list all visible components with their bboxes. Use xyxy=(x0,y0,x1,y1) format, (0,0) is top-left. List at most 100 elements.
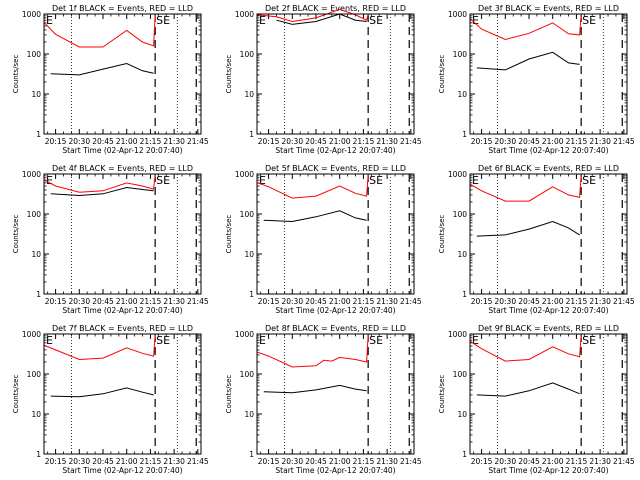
end-marker-label: E xyxy=(472,174,479,187)
lld-rate-line xyxy=(44,333,156,361)
x-tick-label: 21:00 xyxy=(542,137,564,146)
x-tick-label: 20:15 xyxy=(258,297,280,306)
plot-frame xyxy=(469,173,628,295)
x-tick-label: 21:30 xyxy=(163,457,185,466)
x-tick-label: 21:30 xyxy=(376,297,398,306)
detector-panel-2: Det 2f BLACK = Events, RED = LLD 1 10 100 10… xyxy=(225,4,422,155)
lld-rate-line xyxy=(44,173,156,193)
x-axis-label: Start Time (02-Apr-12 20:07:40) xyxy=(62,306,182,315)
y-tick-label: 10 xyxy=(457,410,467,419)
y-tick-label: 1000 xyxy=(235,330,254,339)
y-axis-label: Counts/sec xyxy=(438,215,446,254)
x-tick-label: 20:45 xyxy=(518,457,540,466)
y-tick-label: 1000 xyxy=(22,330,41,339)
y-tick-label: 10 xyxy=(31,250,41,259)
x-tick-label: 20:45 xyxy=(305,297,327,306)
start-marker-label: S xyxy=(156,174,163,187)
plot-frame xyxy=(43,13,202,135)
start-marker-label: S xyxy=(582,174,589,187)
x-tick-label: 20:30 xyxy=(281,297,303,306)
x-tick-label: 21:15 xyxy=(140,137,162,146)
x-axis-label: Start Time (02-Apr-12 20:07:40) xyxy=(62,466,182,475)
y-tick-label: 1 xyxy=(36,130,41,139)
y-tick-label: 100 xyxy=(240,50,255,59)
x-axis-label: Start Time (02-Apr-12 20:07:40) xyxy=(275,306,395,315)
x-tick-label: 21:15 xyxy=(566,457,588,466)
y-tick-label: 100 xyxy=(27,370,42,379)
plot-frame xyxy=(256,13,415,135)
y-tick-label: 1 xyxy=(249,290,254,299)
end-marker-label: E xyxy=(376,174,383,187)
x-tick-label: 21:30 xyxy=(589,457,611,466)
x-tick-label: 20:30 xyxy=(68,457,90,466)
end-marker-label: E xyxy=(472,14,479,27)
panel-title: Det 4f BLACK = Events, RED = LLD xyxy=(52,164,193,173)
end-marker-label: E xyxy=(46,334,53,347)
x-tick-label: 20:30 xyxy=(494,137,516,146)
y-tick-label: 10 xyxy=(457,250,467,259)
x-tick-label: 21:45 xyxy=(613,137,635,146)
y-tick-label: 10 xyxy=(244,90,254,99)
x-tick-label: 21:30 xyxy=(163,297,185,306)
start-marker-label: S xyxy=(369,174,376,187)
x-tick-label: 21:00 xyxy=(329,457,351,466)
panel-title: Det 7f BLACK = Events, RED = LLD xyxy=(52,324,193,333)
x-tick-label: 20:15 xyxy=(45,137,67,146)
plot-frame xyxy=(469,333,628,455)
y-tick-label: 100 xyxy=(27,210,42,219)
y-axis-label: Counts/sec xyxy=(225,55,233,94)
x-tick-label: 21:00 xyxy=(542,457,564,466)
lld-rate-line xyxy=(257,173,369,199)
x-tick-label: 21:45 xyxy=(187,297,209,306)
start-marker-label: S xyxy=(582,334,589,347)
x-tick-label: 21:15 xyxy=(353,297,375,306)
x-tick-label: 21:30 xyxy=(163,137,185,146)
y-tick-label: 1000 xyxy=(22,170,41,179)
y-tick-label: 1 xyxy=(36,290,41,299)
y-tick-label: 1000 xyxy=(448,330,467,339)
x-tick-label: 21:45 xyxy=(613,297,635,306)
panel-title: Det 2f BLACK = Events, RED = LLD xyxy=(265,4,406,13)
x-tick-label: 21:00 xyxy=(329,137,351,146)
y-tick-label: 10 xyxy=(457,90,467,99)
y-tick-label: 100 xyxy=(453,50,468,59)
event-rate-line xyxy=(50,387,154,398)
x-axis-label: Start Time (02-Apr-12 20:07:40) xyxy=(488,466,608,475)
x-tick-label: 21:30 xyxy=(376,137,398,146)
x-tick-label: 20:30 xyxy=(281,457,303,466)
x-tick-label: 20:45 xyxy=(92,137,114,146)
panel-title: Det 6f BLACK = Events, RED = LLD xyxy=(478,164,619,173)
y-axis-label: Counts/sec xyxy=(438,55,446,94)
x-tick-label: 20:15 xyxy=(45,297,67,306)
panel-title: Det 3f BLACK = Events, RED = LLD xyxy=(478,4,619,13)
x-tick-label: 20:30 xyxy=(68,137,90,146)
start-marker-label: S xyxy=(369,14,376,27)
x-tick-label: 21:00 xyxy=(116,297,138,306)
x-tick-label: 21:15 xyxy=(353,457,375,466)
detector-panel-8: Det 8f BLACK = Events, RED = LLD 1 10 100 10… xyxy=(225,324,422,475)
event-rate-line xyxy=(50,62,154,76)
x-tick-label: 20:15 xyxy=(258,457,280,466)
y-tick-label: 1000 xyxy=(235,170,254,179)
x-axis-label: Start Time (02-Apr-12 20:07:40) xyxy=(275,146,395,155)
start-marker-label: S xyxy=(156,334,163,347)
x-tick-label: 21:15 xyxy=(566,137,588,146)
x-tick-label: 20:15 xyxy=(471,297,493,306)
start-marker-label: S xyxy=(582,14,589,27)
y-tick-label: 1000 xyxy=(448,170,467,179)
x-tick-label: 21:45 xyxy=(187,137,209,146)
x-tick-label: 21:15 xyxy=(140,297,162,306)
y-tick-label: 10 xyxy=(244,410,254,419)
detector-panel-6: Det 6f BLACK = Events, RED = LLD 1 10 100 10… xyxy=(438,164,635,315)
x-tick-label: 21:30 xyxy=(589,297,611,306)
x-tick-label: 20:45 xyxy=(92,457,114,466)
x-tick-label: 21:45 xyxy=(400,457,422,466)
end-marker-label: E xyxy=(163,14,170,27)
lld-rate-line xyxy=(257,333,369,368)
end-marker-label: E xyxy=(589,14,596,27)
y-axis-label: Counts/sec xyxy=(12,215,20,254)
x-axis-label: Start Time (02-Apr-12 20:07:40) xyxy=(275,466,395,475)
x-tick-label: 21:45 xyxy=(613,457,635,466)
event-rate-line xyxy=(276,13,367,25)
x-tick-label: 20:30 xyxy=(494,297,516,306)
